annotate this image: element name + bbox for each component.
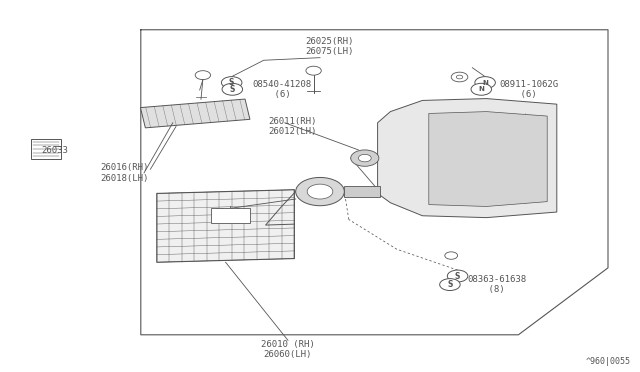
Circle shape (447, 270, 468, 282)
Circle shape (296, 177, 344, 206)
Polygon shape (140, 99, 250, 128)
Text: 08911-1062G
    (6): 08911-1062G (6) (499, 80, 558, 99)
Circle shape (471, 83, 492, 95)
Text: S: S (230, 85, 235, 94)
Circle shape (440, 279, 460, 291)
Text: 26010 (RH)
26060(LH): 26010 (RH) 26060(LH) (261, 340, 315, 359)
Text: 26033: 26033 (41, 146, 68, 155)
Text: 08363-61638
    (8): 08363-61638 (8) (467, 275, 526, 294)
Polygon shape (429, 112, 547, 206)
Text: N: N (482, 80, 488, 86)
Text: 08540-41208
    (6): 08540-41208 (6) (253, 80, 312, 99)
Text: ^960|0055: ^960|0055 (586, 357, 630, 366)
Polygon shape (378, 99, 557, 218)
Text: 26016(RH)
26018(LH): 26016(RH) 26018(LH) (100, 163, 149, 183)
Circle shape (221, 77, 242, 89)
Circle shape (222, 83, 243, 95)
Circle shape (307, 184, 333, 199)
Polygon shape (157, 190, 294, 262)
Text: 26025(RH)
26075(LH): 26025(RH) 26075(LH) (305, 37, 354, 56)
Circle shape (451, 72, 468, 82)
Text: S: S (447, 280, 452, 289)
Circle shape (475, 77, 495, 89)
Text: N: N (478, 86, 484, 92)
Bar (31, 139, 61, 159)
Text: S: S (455, 272, 460, 280)
Text: S: S (229, 78, 234, 87)
Circle shape (195, 71, 211, 80)
Circle shape (456, 75, 463, 79)
Bar (211, 208, 250, 223)
Bar (344, 186, 380, 197)
Text: 26011(RH)
26012(LH): 26011(RH) 26012(LH) (269, 117, 317, 136)
Circle shape (351, 150, 379, 166)
Text: 26011A: 26011A (214, 208, 246, 217)
Circle shape (306, 66, 321, 75)
Circle shape (358, 154, 371, 162)
Circle shape (445, 252, 458, 259)
